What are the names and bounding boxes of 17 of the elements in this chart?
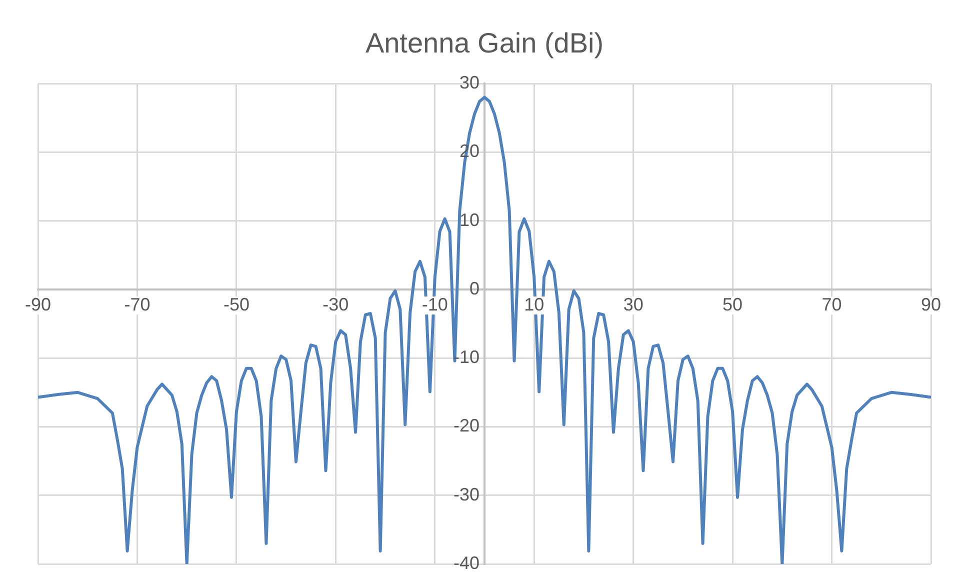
x-tick-label: 10 bbox=[524, 294, 544, 314]
x-tick-label: 90 bbox=[920, 294, 942, 314]
y-tick-label: -40 bbox=[453, 552, 480, 573]
x-tick-label: 30 bbox=[623, 294, 644, 314]
x-tick-label: -50 bbox=[223, 294, 250, 314]
x-tick-label: -30 bbox=[322, 294, 349, 314]
chart-title: Antenna Gain (dBi) bbox=[365, 28, 604, 59]
y-tick-label: -20 bbox=[453, 416, 480, 436]
y-tick-label: 0 bbox=[469, 278, 480, 298]
x-tick-label: -90 bbox=[24, 294, 52, 314]
x-tick-label: 50 bbox=[722, 294, 743, 314]
x-tick-label: -10 bbox=[422, 294, 448, 314]
y-tick-label: -30 bbox=[453, 484, 480, 504]
y-tick-label: 10 bbox=[459, 210, 480, 230]
x-tick-label: -70 bbox=[124, 294, 150, 314]
x-tick-label: 70 bbox=[822, 294, 842, 314]
y-tick-label: 30 bbox=[459, 72, 480, 93]
